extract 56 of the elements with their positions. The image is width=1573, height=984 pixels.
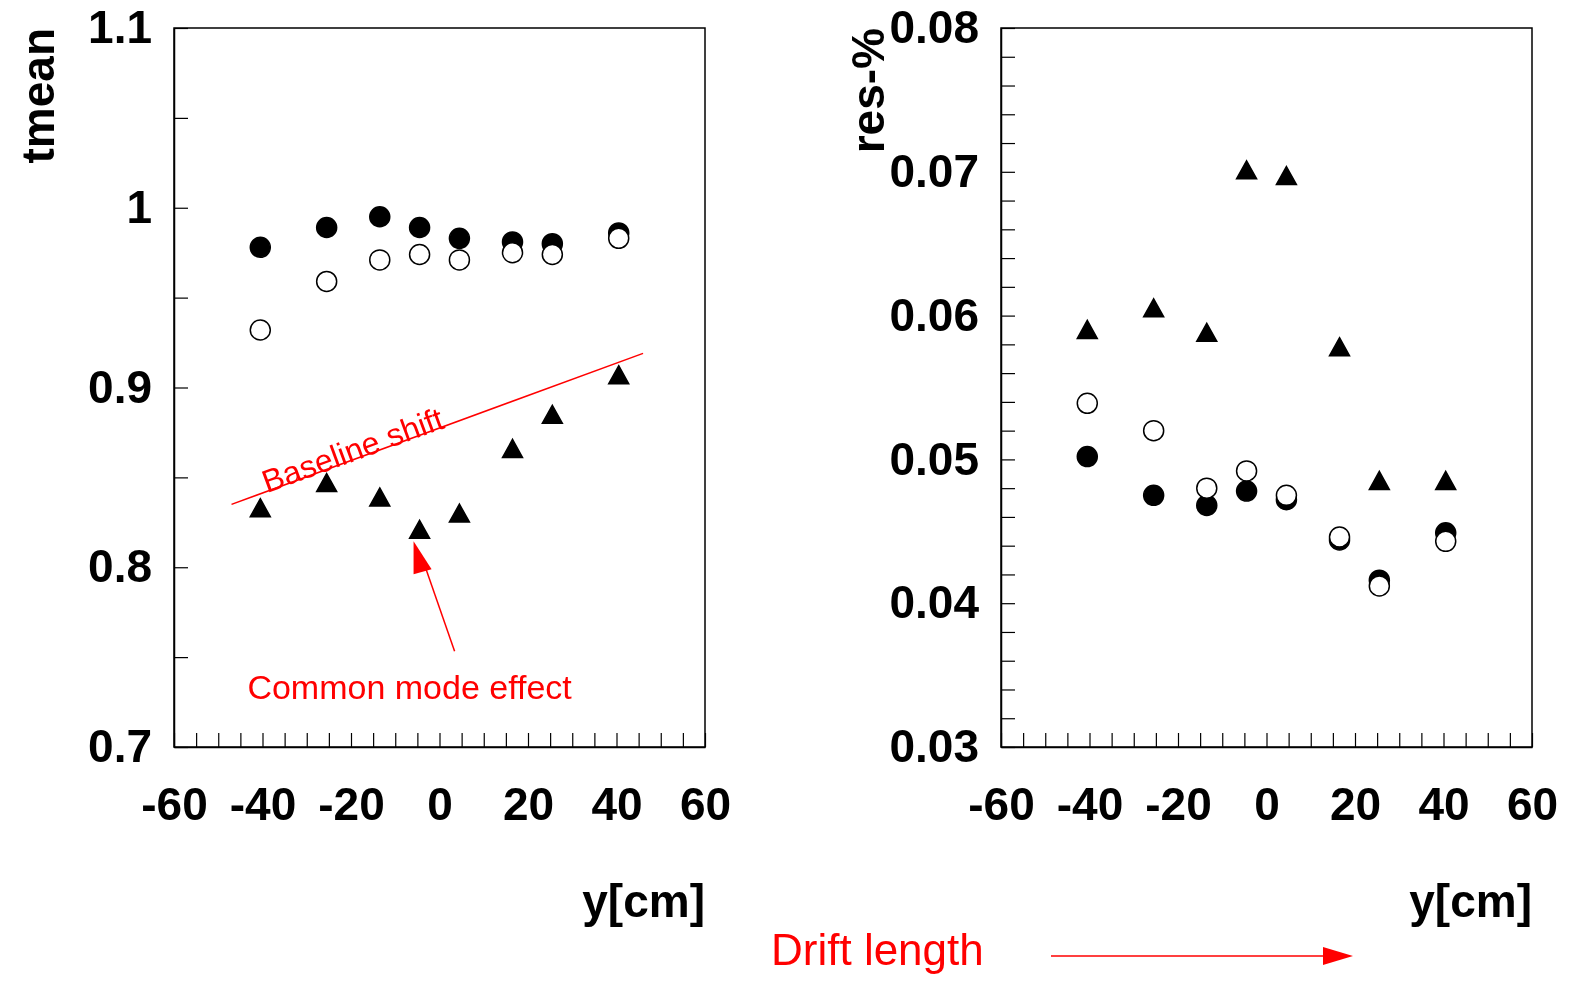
point [369, 205, 391, 228]
point [607, 227, 630, 250]
x-tick-label: -40 [229, 777, 297, 830]
point [1368, 470, 1391, 491]
point [1434, 530, 1457, 553]
point [1275, 165, 1298, 186]
point [501, 438, 524, 459]
annotation: Common mode effect [247, 668, 573, 707]
point [315, 216, 338, 239]
y-tick-label: 0.8 [88, 540, 152, 593]
y-tick-label: 1.1 [88, 1, 152, 54]
x-tick-label: -60 [141, 777, 208, 830]
x-tick-label: -40 [1056, 777, 1124, 830]
point [1142, 298, 1165, 318]
y-tick-label: 0.03 [889, 720, 979, 773]
text: Drift length [771, 925, 984, 974]
y-tick-label: 0.9 [88, 360, 152, 413]
x-tick-label: 0 [1254, 777, 1280, 830]
point [1328, 336, 1351, 357]
y-tick-label: 0.7 [88, 720, 152, 773]
x-tick-label: 20 [1329, 777, 1382, 830]
point [1196, 322, 1218, 343]
x-tick-label: 20 [502, 777, 555, 830]
point [607, 364, 630, 385]
point [501, 241, 524, 264]
x-tick-label: 40 [591, 777, 643, 830]
point [1235, 160, 1258, 180]
x-axis-title: y[cm] [582, 875, 705, 927]
y-tick-label: 0.05 [889, 432, 979, 485]
point [448, 227, 471, 250]
y-tick-label: 0.04 [889, 576, 980, 629]
x-tick-label: 60 [679, 777, 732, 830]
x-tick-label: 40 [1418, 777, 1470, 830]
point [1368, 575, 1391, 597]
point [408, 216, 431, 239]
point [1076, 319, 1099, 340]
point [1235, 480, 1258, 502]
y-tick-label: 0.06 [889, 288, 979, 341]
x-axis-title: y[cm] [1409, 875, 1532, 927]
x-tick-label: -60 [968, 777, 1035, 830]
point [249, 236, 272, 259]
x-tick-label: -20 [1145, 777, 1212, 830]
point [541, 404, 564, 425]
point [408, 519, 431, 540]
y-axis-title: tmean [12, 28, 64, 164]
y-tick-label: 0.07 [889, 145, 979, 198]
y-tick-label: 1 [126, 180, 152, 233]
point [448, 503, 471, 523]
x-tick-label: 0 [427, 777, 453, 830]
point [1142, 484, 1165, 507]
x-tick-label: 60 [1506, 777, 1559, 830]
x-tick-label: -20 [318, 777, 385, 830]
point [541, 243, 564, 266]
point [1434, 470, 1457, 491]
point [249, 497, 272, 518]
point [1076, 445, 1099, 468]
